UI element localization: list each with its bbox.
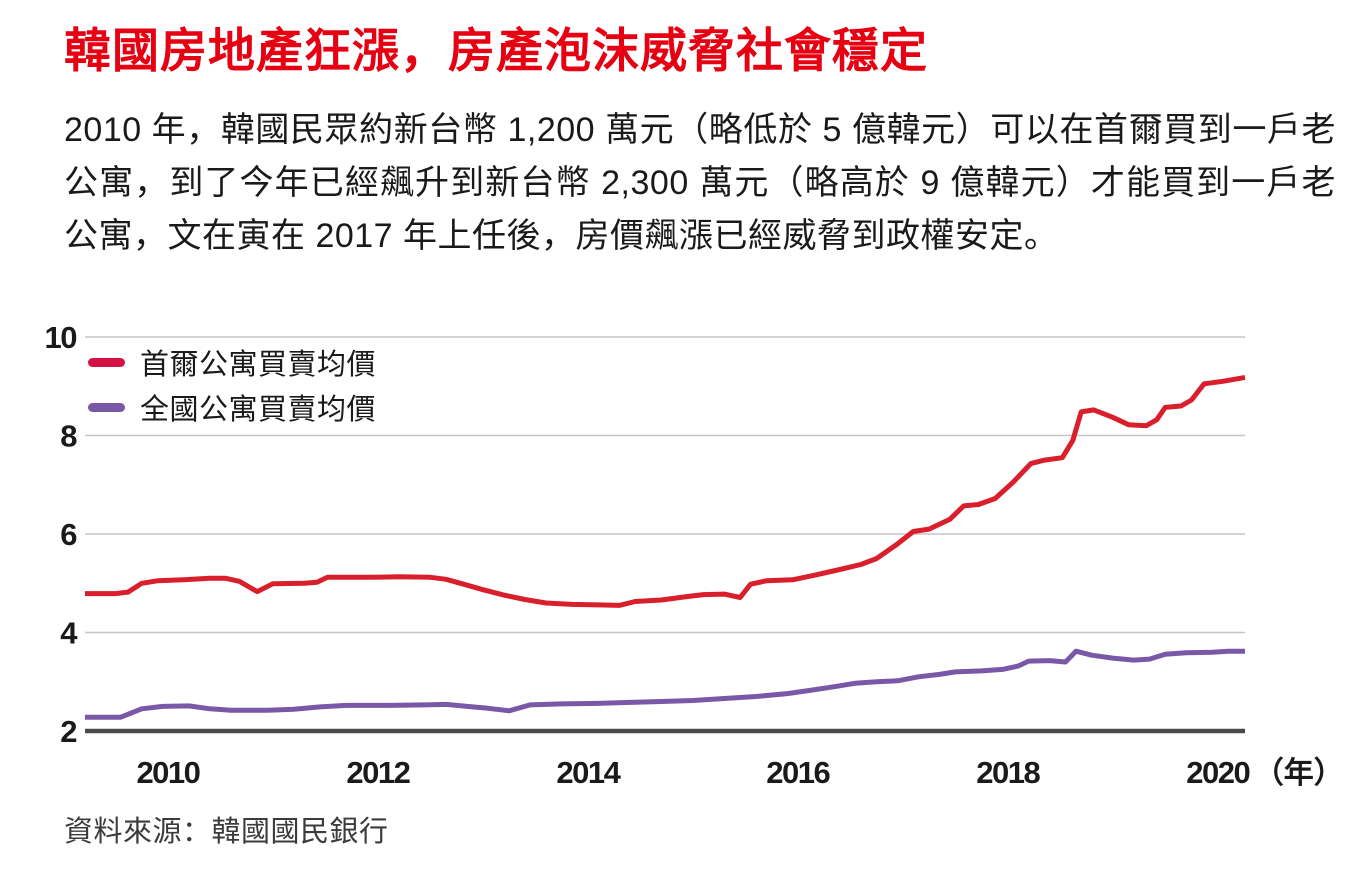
legend-label-national: 全國公寓買賣均價 (140, 394, 377, 426)
x-axis-tick-label: 2020 (1186, 755, 1249, 790)
y-axis-tick-label: 8 (60, 419, 77, 454)
article-title: 韓國房地產狂漲，房產泡沫威脅社會穩定 (64, 26, 928, 78)
source-note: 資料來源：韓國國民銀行 (64, 816, 389, 848)
x-axis-tick-label: 2014 (556, 755, 621, 790)
x-axis-tick-label: 2018 (976, 755, 1040, 790)
x-axis-unit-label: （年） (1254, 756, 1344, 790)
x-axis-tick-label: 2010 (136, 755, 199, 790)
x-axis-tick-label: 2016 (766, 755, 830, 790)
y-axis-tick-label: 4 (60, 616, 78, 651)
article-paragraph: 2010 年，韓國民眾約新台幣 1,200 萬元（略低於 5 億韓元）可以在首爾… (64, 111, 1336, 255)
legend-item-seoul: 首爾公寓買賣均價 (88, 344, 377, 381)
legend-label-seoul: 首爾公寓買賣均價 (140, 349, 377, 381)
seoul-price-line (85, 374, 1246, 608)
y-axis-tick-label: 2 (60, 714, 76, 749)
seoul-series-swatch-icon (88, 357, 125, 367)
national-price-line (85, 648, 1245, 720)
y-axis-tick-label: 10 (45, 320, 77, 355)
x-axis-tick-label: 2012 (346, 755, 409, 790)
y-axis-tick-label: 6 (60, 517, 77, 552)
legend-item-national: 全國公寓買賣均價 (88, 389, 377, 426)
national-series-swatch-icon (88, 402, 125, 412)
chart-legend: 首爾公寓買賣均價 全國公寓買賣均價 (88, 344, 377, 426)
